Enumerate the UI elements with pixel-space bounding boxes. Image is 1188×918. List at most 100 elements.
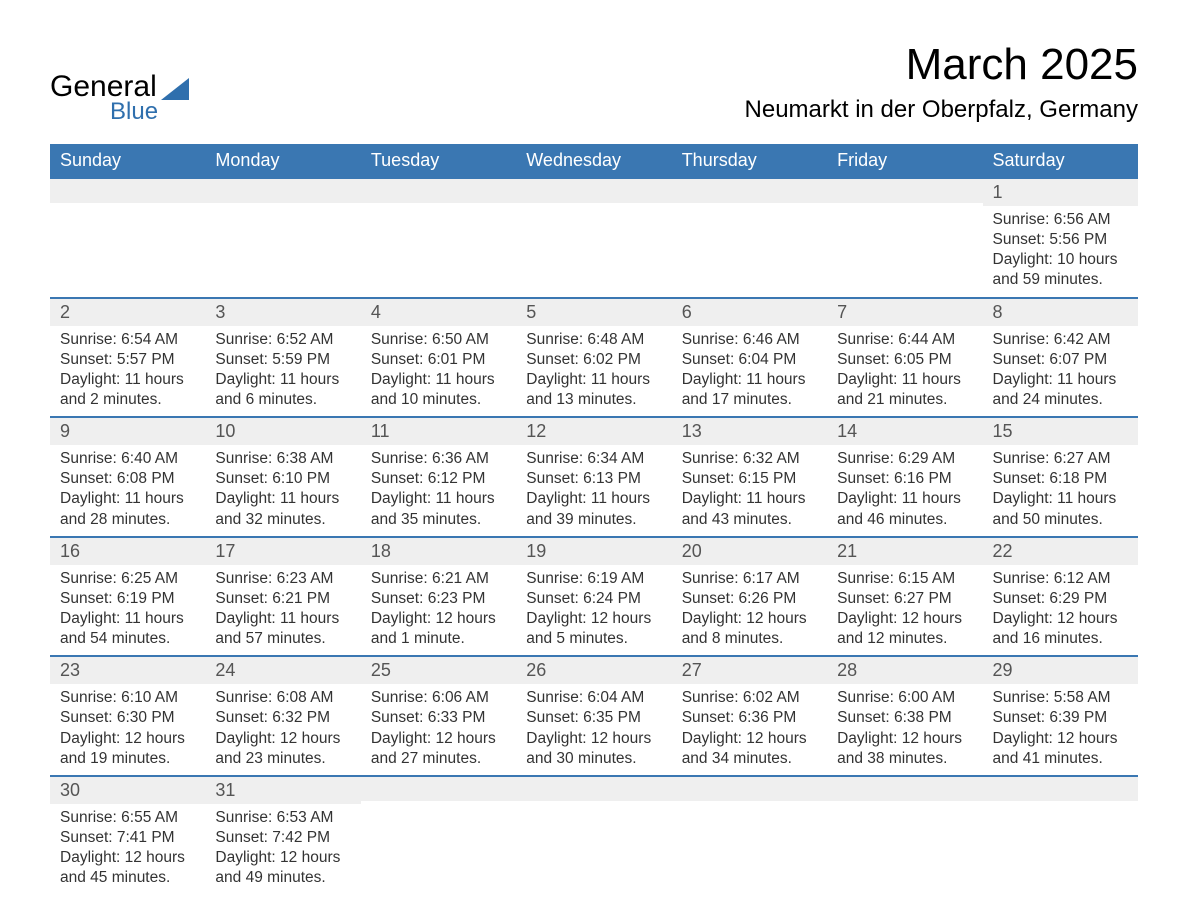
day-number: 25	[361, 657, 516, 684]
day-line-d1: Daylight: 11 hours	[682, 370, 817, 390]
day-number: 12	[516, 418, 671, 445]
day-line-d2: and 50 minutes.	[993, 510, 1128, 530]
page-header: General Blue March 2025 Neumarkt in der …	[50, 40, 1138, 126]
day-line-d1: Daylight: 12 hours	[526, 609, 661, 629]
calendar-cell: 13Sunrise: 6:32 AMSunset: 6:15 PMDayligh…	[672, 416, 827, 536]
calendar-cell: 20Sunrise: 6:17 AMSunset: 6:26 PMDayligh…	[672, 536, 827, 656]
day-line-ss: Sunset: 6:19 PM	[60, 589, 195, 609]
day-line-d2: and 32 minutes.	[215, 510, 350, 530]
day-line-d2: and 21 minutes.	[837, 390, 972, 410]
calendar-table: SundayMondayTuesdayWednesdayThursdayFrid…	[50, 144, 1138, 894]
day-line-d2: and 12 minutes.	[837, 629, 972, 649]
day-line-sr: Sunrise: 6:42 AM	[993, 330, 1128, 350]
calendar-cell	[361, 775, 516, 895]
location: Neumarkt in der Oberpfalz, Germany	[745, 96, 1138, 124]
day-line-sr: Sunrise: 6:55 AM	[60, 808, 195, 828]
day-line-d2: and 5 minutes.	[526, 629, 661, 649]
weekday-header: Sunday	[50, 144, 205, 177]
day-line-d2: and 19 minutes.	[60, 749, 195, 769]
day-line-d1: Daylight: 11 hours	[837, 370, 972, 390]
day-line-ss: Sunset: 6:05 PM	[837, 350, 972, 370]
day-line-d2: and 17 minutes.	[682, 390, 817, 410]
day-line-sr: Sunrise: 6:53 AM	[215, 808, 350, 828]
day-data: Sunrise: 6:08 AMSunset: 6:32 PMDaylight:…	[205, 684, 360, 775]
day-line-ss: Sunset: 6:36 PM	[682, 708, 817, 728]
day-line-d1: Daylight: 11 hours	[60, 609, 195, 629]
calendar-row: 9Sunrise: 6:40 AMSunset: 6:08 PMDaylight…	[50, 416, 1138, 536]
day-number: 1	[983, 179, 1138, 206]
day-number: 23	[50, 657, 205, 684]
day-line-d1: Daylight: 11 hours	[682, 489, 817, 509]
day-line-d1: Daylight: 12 hours	[993, 729, 1128, 749]
day-number: 28	[827, 657, 982, 684]
calendar-cell	[983, 775, 1138, 895]
day-line-ss: Sunset: 6:33 PM	[371, 708, 506, 728]
day-line-d1: Daylight: 12 hours	[526, 729, 661, 749]
day-number: 3	[205, 299, 360, 326]
day-data: Sunrise: 6:36 AMSunset: 6:12 PMDaylight:…	[361, 445, 516, 536]
day-line-d1: Daylight: 12 hours	[371, 609, 506, 629]
day-line-d2: and 34 minutes.	[682, 749, 817, 769]
day-data: Sunrise: 6:46 AMSunset: 6:04 PMDaylight:…	[672, 326, 827, 417]
day-line-sr: Sunrise: 6:10 AM	[60, 688, 195, 708]
day-number: 15	[983, 418, 1138, 445]
day-data: Sunrise: 6:00 AMSunset: 6:38 PMDaylight:…	[827, 684, 982, 775]
calendar-cell: 25Sunrise: 6:06 AMSunset: 6:33 PMDayligh…	[361, 655, 516, 775]
weekday-header: Thursday	[672, 144, 827, 177]
calendar-cell: 30Sunrise: 6:55 AMSunset: 7:41 PMDayligh…	[50, 775, 205, 895]
day-line-d1: Daylight: 11 hours	[60, 370, 195, 390]
calendar-cell: 8 Sunrise: 6:42 AMSunset: 6:07 PMDaylight…	[983, 297, 1138, 417]
day-line-ss: Sunset: 6:15 PM	[682, 469, 817, 489]
calendar-row: 16Sunrise: 6:25 AMSunset: 6:19 PMDayligh…	[50, 536, 1138, 656]
day-line-d1: Daylight: 11 hours	[215, 489, 350, 509]
day-line-d2: and 16 minutes.	[993, 629, 1128, 649]
logo: General Blue	[50, 70, 189, 126]
day-line-d1: Daylight: 11 hours	[371, 370, 506, 390]
day-line-d2: and 38 minutes.	[837, 749, 972, 769]
day-line-d2: and 59 minutes.	[993, 270, 1128, 290]
day-line-ss: Sunset: 6:32 PM	[215, 708, 350, 728]
weekday-header: Wednesday	[516, 144, 671, 177]
day-line-d2: and 49 minutes.	[215, 868, 350, 888]
calendar-cell: 23Sunrise: 6:10 AMSunset: 6:30 PMDayligh…	[50, 655, 205, 775]
calendar-cell	[205, 177, 360, 297]
day-data: Sunrise: 6:17 AMSunset: 6:26 PMDaylight:…	[672, 565, 827, 656]
day-line-ss: Sunset: 6:21 PM	[215, 589, 350, 609]
day-line-ss: Sunset: 5:57 PM	[60, 350, 195, 370]
day-line-d2: and 8 minutes.	[682, 629, 817, 649]
day-number: 19	[516, 538, 671, 565]
day-line-sr: Sunrise: 6:27 AM	[993, 449, 1128, 469]
day-line-d2: and 39 minutes.	[526, 510, 661, 530]
day-data: Sunrise: 6:06 AMSunset: 6:33 PMDaylight:…	[361, 684, 516, 775]
day-line-d1: Daylight: 11 hours	[215, 370, 350, 390]
day-line-d2: and 24 minutes.	[993, 390, 1128, 410]
day-number: 2	[50, 299, 205, 326]
day-line-sr: Sunrise: 6:08 AM	[215, 688, 350, 708]
calendar-cell: 31Sunrise: 6:53 AMSunset: 7:42 PMDayligh…	[205, 775, 360, 895]
day-line-sr: Sunrise: 5:58 AM	[993, 688, 1128, 708]
day-number: 5	[516, 299, 671, 326]
day-line-ss: Sunset: 6:18 PM	[993, 469, 1128, 489]
day-line-d2: and 6 minutes.	[215, 390, 350, 410]
calendar-row: 30Sunrise: 6:55 AMSunset: 7:41 PMDayligh…	[50, 775, 1138, 895]
calendar-cell: 1Sunrise: 6:56 AMSunset: 5:56 PMDaylight…	[983, 177, 1138, 297]
day-line-sr: Sunrise: 6:52 AM	[215, 330, 350, 350]
day-number: 8	[983, 299, 1138, 326]
day-line-ss: Sunset: 7:41 PM	[60, 828, 195, 848]
day-data: Sunrise: 6:12 AMSunset: 6:29 PMDaylight:…	[983, 565, 1138, 656]
day-data: Sunrise: 6:54 AMSunset: 5:57 PMDaylight:…	[50, 326, 205, 417]
calendar-cell: 27Sunrise: 6:02 AMSunset: 6:36 PMDayligh…	[672, 655, 827, 775]
day-line-ss: Sunset: 6:07 PM	[993, 350, 1128, 370]
day-number: 21	[827, 538, 982, 565]
calendar-cell	[516, 775, 671, 895]
day-line-d1: Daylight: 12 hours	[682, 729, 817, 749]
day-line-d1: Daylight: 11 hours	[993, 370, 1128, 390]
day-line-d2: and 41 minutes.	[993, 749, 1128, 769]
calendar-cell	[827, 177, 982, 297]
day-number: 22	[983, 538, 1138, 565]
day-line-d2: and 28 minutes.	[60, 510, 195, 530]
logo-triangle-icon	[161, 78, 189, 100]
day-line-sr: Sunrise: 6:46 AM	[682, 330, 817, 350]
day-line-ss: Sunset: 6:12 PM	[371, 469, 506, 489]
day-data: Sunrise: 6:10 AMSunset: 6:30 PMDaylight:…	[50, 684, 205, 775]
